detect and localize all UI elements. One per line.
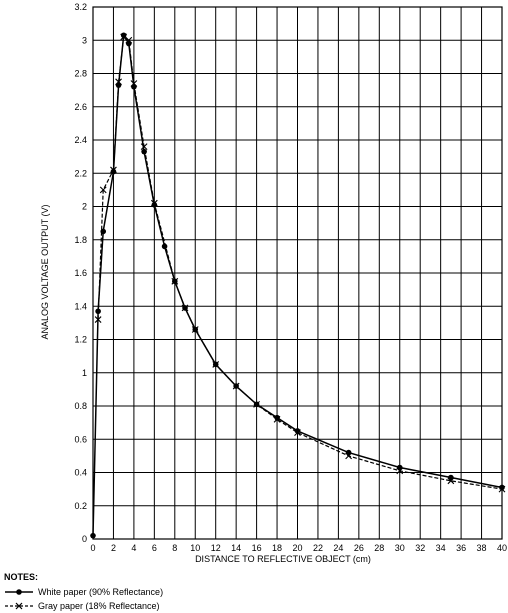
data-point-gray (447, 477, 455, 485)
data-point-white (274, 414, 280, 421)
data-point-gray (498, 485, 506, 493)
data-point-gray (140, 143, 148, 151)
data-point-gray (345, 452, 353, 460)
y-tick-label: 2.4 (74, 135, 87, 145)
data-point-gray (125, 36, 133, 44)
y-tick-label: 3.2 (74, 2, 87, 12)
x-tick-label: 6 (152, 543, 157, 553)
data-point-gray (130, 80, 138, 87)
x-tick-label: 4 (131, 543, 136, 553)
legend-label-white: White paper (90% Reflectance) (38, 587, 164, 597)
x-tick-label: 2 (111, 543, 116, 553)
data-point-gray (191, 326, 199, 333)
x-axis-title: DISTANCE TO REFLECTIVE OBJECT (cm) (195, 554, 371, 564)
data-point-gray (396, 467, 404, 475)
data-point-gray (232, 382, 240, 390)
y-tick-label: 1 (82, 368, 87, 378)
series-line-gray (97, 35, 503, 490)
data-point-white (294, 428, 301, 434)
y-tick-label: 1.6 (74, 268, 87, 278)
y-tick-label: 3 (82, 35, 87, 45)
x-tick-label: 28 (374, 543, 384, 553)
x-tick-label: 32 (415, 543, 425, 553)
solid-line-dot-icon (5, 589, 33, 595)
x-tick-labels: 0 2 4 6 8 10 12 14 16 18 20 22 24 26 28 30 32 34 36 38 40 (90, 543, 507, 553)
legend-item-white: White paper (90% Reflectance) (4, 585, 163, 599)
x-tick-label: 20 (292, 543, 302, 553)
x-tick-label: 40 (497, 543, 507, 553)
y-tick-label: 2.6 (74, 102, 87, 112)
data-point-gray (212, 361, 220, 368)
data-point-white (151, 202, 158, 208)
data-point-gray (120, 33, 128, 41)
x-tick-label: 36 (456, 543, 466, 553)
notes: NOTES: White paper (90% Reflectance) Gra… (4, 572, 163, 613)
x-tick-label: 30 (395, 543, 405, 553)
data-point-white (95, 308, 101, 315)
data-point-gray (94, 316, 102, 323)
data-point-gray (110, 166, 117, 174)
x-tick-label: 10 (190, 543, 200, 553)
data-point-white (110, 168, 117, 175)
x-tick-label: 22 (313, 543, 323, 553)
x-tick-label: 34 (436, 543, 446, 553)
legend-label-gray: Gray paper (18% Reflectance) (38, 601, 160, 611)
data-point-white (141, 148, 147, 155)
x-tick-label: 0 (90, 543, 95, 553)
x-tick-label: 18 (272, 543, 282, 553)
x-tick-label: 24 (333, 543, 343, 553)
y-tick-label: 2 (82, 202, 87, 212)
x-tick-label: 8 (172, 543, 177, 553)
data-point-white (161, 243, 168, 250)
data-point-gray (294, 429, 301, 436)
y-tick-label: 2.2 (74, 168, 87, 178)
chart: 0 0.2 0.4 0.6 0.8 1 1.2 1.4 1.6 1.8 2 2.2 2.4 2.6 2.8 3… (40, 2, 507, 564)
x-tick-label: 14 (231, 543, 241, 553)
dashed-line-x-icon (5, 602, 33, 610)
x-tick-label: 12 (211, 543, 221, 553)
y-tick-label: 0 (82, 534, 87, 544)
data-point-white (120, 32, 127, 39)
data-point-gray (171, 277, 179, 285)
data-point-gray (273, 415, 281, 423)
y-tick-label: 1.4 (74, 301, 87, 311)
data-point-white (90, 532, 96, 539)
data-point-gray (99, 186, 107, 194)
y-tick-label: 0.4 (74, 468, 87, 478)
data-point-white (100, 228, 107, 235)
y-tick-label: 1.8 (74, 235, 87, 245)
x-tick-label: 26 (354, 543, 364, 553)
y-axis-title: ANALOG VOLTAGE OUTPUT (V) (40, 204, 50, 339)
y-tick-labels: 0 0.2 0.4 0.6 0.8 1 1.2 1.4 1.6 1.8 2 2.2 2.4 2.6 2.8 3… (74, 2, 87, 544)
data-point-gray (115, 78, 122, 86)
y-tick-label: 2.8 (74, 69, 87, 79)
y-tick-label: 0.6 (74, 434, 87, 444)
y-tick-label: 0.2 (74, 501, 87, 511)
data-point-gray (150, 199, 158, 207)
data-point-white (499, 484, 505, 491)
y-tick-label: 1.2 (74, 335, 87, 345)
series-layer (90, 32, 506, 539)
y-tick-label: 0.8 (74, 401, 87, 411)
notes-heading: NOTES: (4, 572, 39, 582)
x-tick-label: 16 (252, 543, 262, 553)
legend-item-gray: Gray paper (18% Reflectance) (4, 599, 163, 613)
grid (92, 6, 503, 540)
x-tick-label: 38 (477, 543, 487, 553)
data-point-gray (181, 304, 189, 312)
data-point-gray (253, 400, 260, 408)
